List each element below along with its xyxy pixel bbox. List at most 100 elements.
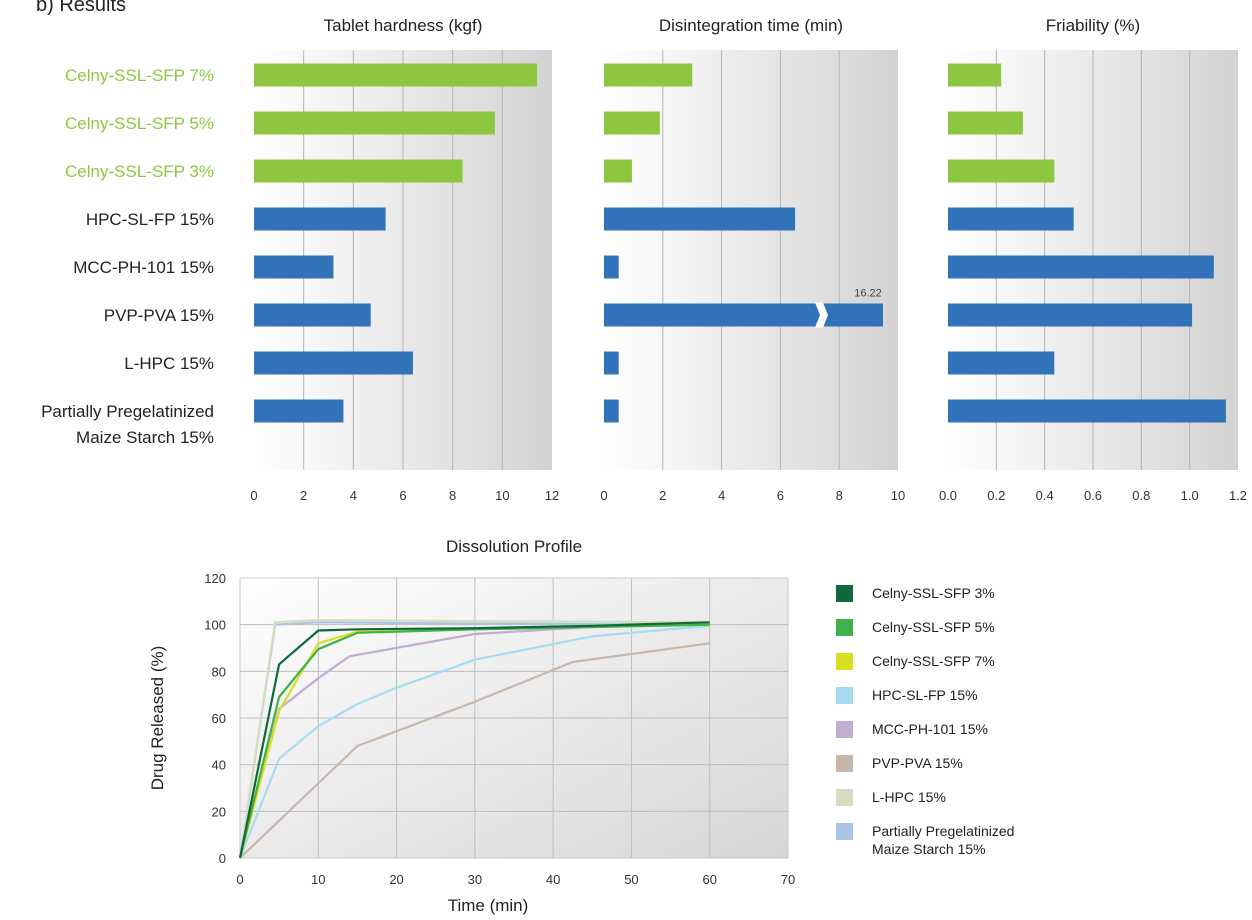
- category-label: MCC-PH-101 15%: [73, 258, 214, 277]
- legend-swatch: [836, 721, 853, 738]
- chart-title: Dissolution Profile: [446, 537, 582, 556]
- x-tick-label: 0: [600, 488, 607, 503]
- x-tick-label: 0.2: [987, 488, 1005, 503]
- legend-label: PVP-PVA 15%: [872, 755, 963, 771]
- x-axis-label: Time (min): [448, 896, 529, 915]
- x-tick-label: 0.0: [939, 488, 957, 503]
- x-tick-label: 4: [350, 488, 357, 503]
- bar: [604, 399, 619, 423]
- legend-swatch: [836, 653, 853, 670]
- x-tick-label: 70: [781, 872, 795, 887]
- x-tick-label: 20: [389, 872, 403, 887]
- category-label: Celny-SSL-SFP 5%: [65, 114, 214, 133]
- legend-label: L-HPC 15%: [872, 789, 946, 805]
- bar: [948, 63, 1002, 87]
- bar-break: [815, 302, 828, 328]
- bar: [948, 111, 1023, 135]
- x-tick-label: 50: [624, 872, 638, 887]
- legend-swatch: [836, 755, 853, 772]
- y-tick-label: 20: [212, 804, 226, 819]
- bar: [254, 159, 463, 183]
- panel-title: Disintegration time (min): [659, 16, 843, 35]
- y-axis-label: Drug Released (%): [148, 646, 167, 791]
- legend-label: HPC-SL-FP 15%: [872, 687, 978, 703]
- bar: [254, 255, 334, 279]
- y-tick-label: 80: [212, 664, 226, 679]
- bar: [604, 303, 883, 327]
- y-tick-label: 40: [212, 758, 226, 773]
- bar: [254, 111, 495, 135]
- bar: [948, 399, 1226, 423]
- x-tick-label: 2: [659, 488, 666, 503]
- bar: [254, 303, 371, 327]
- bar: [604, 63, 693, 87]
- category-label: L-HPC 15%: [124, 354, 214, 373]
- x-tick-label: 10: [495, 488, 509, 503]
- x-tick-label: 0: [236, 872, 243, 887]
- legend-swatch: [836, 789, 853, 806]
- x-tick-label: 6: [399, 488, 406, 503]
- section-label: b) Results: [36, 0, 127, 16]
- bar-panels: Celny-SSL-SFP 7% Celny-SSL-SFP 5% Celny-SS…: [41, 16, 1247, 503]
- x-tick-label: 12: [545, 488, 559, 503]
- x-tick-label: 4: [718, 488, 725, 503]
- bar: [604, 351, 619, 375]
- x-tick-label: 30: [468, 872, 482, 887]
- bar-value-label: 16.22: [854, 288, 882, 300]
- panel-title: Friability (%): [1046, 16, 1140, 35]
- series-line: [238, 623, 710, 859]
- legend-label: MCC-PH-101 15%: [872, 721, 988, 737]
- dissolution-chart: 0 10 20 30 40 50 60 70 0 20 40 60 80 100 120 Dissolutio…: [148, 537, 1014, 915]
- y-tick-label: 100: [204, 618, 226, 633]
- bar: [948, 255, 1214, 279]
- legend-label: Celny-SSL-SFP 5%: [872, 619, 995, 635]
- legend-label: Celny-SSL-SFP 7%: [872, 653, 995, 669]
- bar: [254, 399, 344, 423]
- y-tick-label: 0: [219, 851, 226, 866]
- legend-swatch: [836, 585, 853, 602]
- category-label: Maize Starch 15%: [76, 428, 214, 447]
- legend-swatch: [836, 619, 853, 636]
- y-tick-label: 60: [212, 711, 226, 726]
- category-label: Partially Pregelatinized: [41, 402, 214, 421]
- x-tick-label: 10: [891, 488, 905, 503]
- x-tick-label: 8: [449, 488, 456, 503]
- series-line: [239, 642, 710, 859]
- category-label: Celny-SSL-SFP 7%: [65, 66, 214, 85]
- bar: [948, 303, 1193, 327]
- x-tick-label: 0.4: [1036, 488, 1054, 503]
- legend-swatch: [836, 687, 853, 704]
- x-tick-label: 1.2: [1229, 488, 1247, 503]
- x-tick-label: 1.0: [1181, 488, 1199, 503]
- series-line: [238, 618, 710, 859]
- bar: [604, 255, 619, 279]
- x-tick-label: 10: [311, 872, 325, 887]
- bar: [604, 207, 796, 231]
- legend-label: Partially Pregelatinized: [872, 823, 1014, 839]
- x-tick-label: 60: [702, 872, 716, 887]
- category-label: Celny-SSL-SFP 3%: [65, 162, 214, 181]
- x-tick-label: 2: [300, 488, 307, 503]
- bar: [948, 159, 1055, 183]
- bar: [948, 351, 1055, 375]
- x-tick-label: 0: [250, 488, 257, 503]
- bar: [254, 207, 386, 231]
- y-tick-label: 120: [204, 571, 226, 586]
- category-label: HPC-SL-FP 15%: [86, 210, 214, 229]
- bar: [254, 351, 413, 375]
- panel-title: Tablet hardness (kgf): [324, 16, 483, 35]
- legend-label: Maize Starch 15%: [872, 841, 986, 857]
- category-label: PVP-PVA 15%: [104, 306, 214, 325]
- legend-swatch: [836, 823, 853, 840]
- series-line: [238, 621, 710, 859]
- series-line: [238, 624, 710, 859]
- x-tick-label: 0.6: [1084, 488, 1102, 503]
- x-tick-label: 40: [546, 872, 560, 887]
- bar: [604, 111, 660, 135]
- x-tick-label: 0.8: [1132, 488, 1150, 503]
- bar: [948, 207, 1074, 231]
- x-tick-label: 8: [836, 488, 843, 503]
- x-tick-label: 6: [777, 488, 784, 503]
- bar: [254, 63, 538, 87]
